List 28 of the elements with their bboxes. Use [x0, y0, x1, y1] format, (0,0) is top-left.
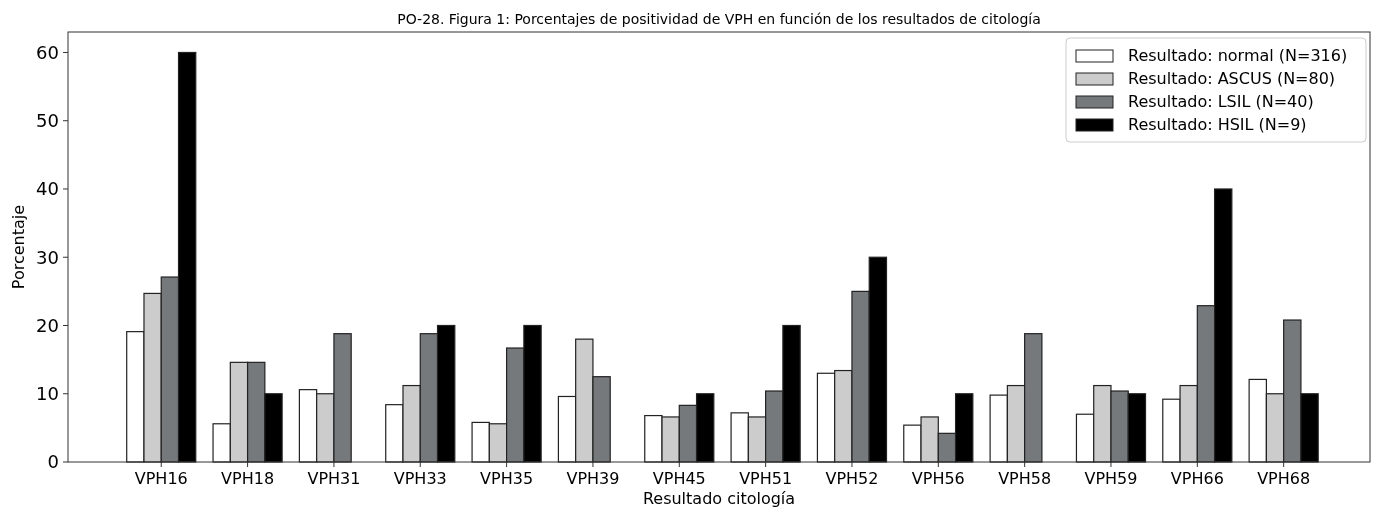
- x-tick-label: VPH45: [652, 469, 706, 488]
- y-tick-label: 0: [47, 451, 59, 473]
- x-tick-label: VPH68: [1257, 469, 1311, 488]
- y-tick-label: 30: [36, 246, 59, 268]
- x-tick-label: VPH18: [221, 469, 275, 488]
- chart-title: PO-28. Figura 1: Porcentajes de positividad de VPH en función de los resultados de citología: [397, 11, 1041, 27]
- legend-label: Resultado: normal (N=316): [1128, 46, 1348, 65]
- x-tick-label: VPH31: [307, 469, 361, 488]
- x-tick-label: VPH33: [393, 469, 447, 488]
- x-tick-label: VPH16: [134, 469, 188, 488]
- y-tick-label: 60: [36, 41, 59, 63]
- y-tick-label: 40: [36, 178, 59, 200]
- x-tick-label: VPH39: [566, 469, 620, 488]
- y-tick-label: 10: [36, 383, 59, 405]
- x-tick-label: VPH56: [911, 469, 965, 488]
- x-tick-label: VPH52: [825, 469, 879, 488]
- y-axis-title: Porcentaje: [9, 204, 28, 290]
- legend-label: Resultado: HSIL (N=9): [1128, 115, 1307, 134]
- x-tick-label: VPH35: [480, 469, 534, 488]
- x-axis-title: Resultado citología: [642, 489, 796, 508]
- x-tick-label: VPH58: [998, 469, 1052, 488]
- x-tick-label: VPH66: [1170, 469, 1224, 488]
- y-tick-label: 50: [36, 110, 59, 132]
- y-tick-label: 20: [36, 314, 59, 336]
- x-tick-label: VPH51: [739, 469, 793, 488]
- x-tick-label: VPH59: [1084, 469, 1138, 488]
- legend-label: Resultado: LSIL (N=40): [1128, 92, 1314, 111]
- legend-label: Resultado: ASCUS (N=80): [1128, 69, 1336, 88]
